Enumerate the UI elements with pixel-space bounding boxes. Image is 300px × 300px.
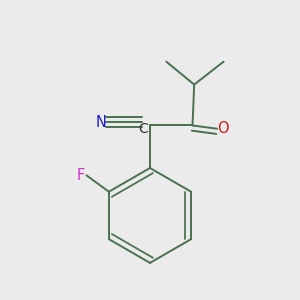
Text: F: F	[76, 168, 85, 183]
Text: C: C	[139, 122, 148, 136]
Text: N: N	[96, 115, 107, 130]
Text: O: O	[217, 121, 229, 136]
